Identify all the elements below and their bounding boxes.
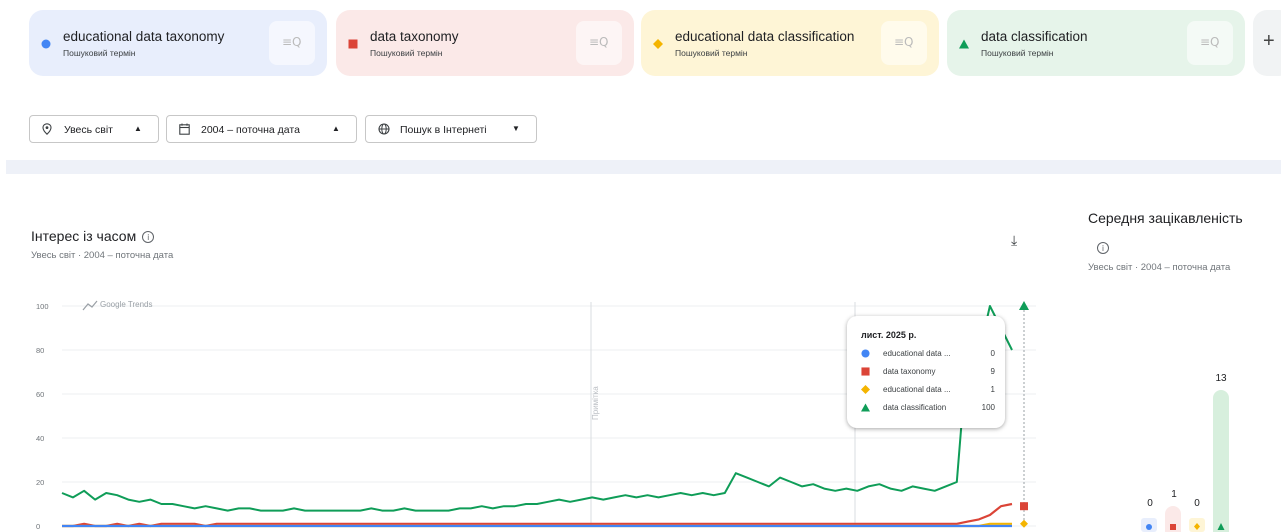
info-icon[interactable]: i bbox=[142, 231, 155, 243]
series-line-data-taxonomy[interactable] bbox=[62, 502, 1013, 528]
term-name: data classification bbox=[981, 29, 1088, 44]
interest-over-time-title: Інтерес із часом i bbox=[31, 228, 155, 244]
term-search-button[interactable]: ≡Q bbox=[881, 21, 927, 65]
tooltip-row: data classification 100 bbox=[861, 401, 995, 415]
watermark-text: Google Trends bbox=[100, 300, 152, 309]
search-terms-bar: educational data taxonomy Пошуковий терм… bbox=[29, 10, 1281, 76]
tooltip-date: лист. 2025 р. bbox=[861, 330, 917, 340]
tooltip-series-name: educational data ... bbox=[883, 349, 951, 358]
average-marker-diamond bbox=[1189, 518, 1205, 532]
interest-chart: 100 80 60 40 20 0 Google Trends Примітка bbox=[36, 300, 1036, 531]
term-card-educational-data-taxonomy[interactable]: educational data taxonomy Пошуковий терм… bbox=[29, 10, 327, 76]
info-icon[interactable]: i bbox=[1097, 242, 1109, 254]
term-name: educational data classification bbox=[675, 29, 855, 44]
note-marker-label[interactable]: Примітка bbox=[591, 386, 600, 420]
hover-marker-data-taxonomy bbox=[1020, 502, 1028, 511]
square-marker-icon bbox=[861, 367, 870, 376]
chart-series bbox=[61, 305, 1013, 528]
diamond-marker-icon bbox=[861, 385, 870, 394]
average-value: 1 bbox=[1171, 489, 1177, 500]
chart-tooltip: лист. 2025 р. educational data ... 0 dat… bbox=[847, 316, 1005, 428]
tooltip-series-name: educational data ... bbox=[883, 385, 951, 394]
location-pin-icon bbox=[42, 123, 52, 135]
triangle-marker-icon bbox=[959, 39, 969, 49]
series-line-data-classification[interactable] bbox=[61, 305, 1013, 512]
y-tick-label: 20 bbox=[36, 478, 44, 487]
square-marker-icon bbox=[348, 39, 358, 49]
period-filter-label: 2004 – поточна дата bbox=[201, 124, 300, 136]
region-filter[interactable]: Увесь світ ▲ bbox=[29, 115, 159, 143]
hover-marker-data-classification bbox=[1019, 301, 1029, 310]
triangle-marker-icon bbox=[1217, 523, 1225, 530]
term-subtitle: Пошуковий термін bbox=[675, 48, 748, 58]
circle-marker-icon bbox=[1146, 524, 1152, 530]
source-filter-label: Пошук в Інтернеті bbox=[400, 124, 487, 136]
average-bar-data-classification bbox=[1213, 390, 1229, 532]
tooltip-row: educational data ... 0 bbox=[861, 347, 995, 361]
tooltip-row: educational data ... 1 bbox=[861, 383, 995, 397]
trends-logo-icon bbox=[82, 300, 98, 311]
tooltip-series-value: 100 bbox=[981, 403, 995, 412]
average-marker-triangle bbox=[1213, 518, 1229, 532]
average-marker-circle bbox=[1141, 518, 1157, 532]
source-filter[interactable]: Пошук в Інтернеті ▼ bbox=[365, 115, 537, 143]
tooltip-series-value: 0 bbox=[990, 349, 995, 358]
chart-markers bbox=[1019, 301, 1029, 528]
term-card-educational-data-classification[interactable]: educational data classification Пошукови… bbox=[641, 10, 939, 76]
search-icon: ≡Q bbox=[1200, 35, 1220, 49]
average-value: 0 bbox=[1194, 498, 1200, 509]
chevron-down-icon: ▼ bbox=[512, 124, 520, 133]
globe-icon bbox=[378, 123, 390, 135]
term-search-button[interactable]: ≡Q bbox=[1187, 21, 1233, 65]
region-filter-label: Увесь світ bbox=[64, 124, 113, 136]
interest-title-text: Інтерес із часом bbox=[31, 228, 137, 244]
term-card-data-classification[interactable]: data classification Пошуковий термін ≡Q bbox=[947, 10, 1245, 76]
average-subtitle: Увесь світ · 2004 – поточна дата bbox=[1088, 262, 1231, 273]
calendar-icon bbox=[179, 123, 190, 135]
interest-subtitle: Увесь світ · 2004 – поточна дата bbox=[31, 250, 174, 261]
search-icon: ≡Q bbox=[589, 35, 609, 49]
term-name: educational data taxonomy bbox=[63, 29, 225, 44]
period-filter[interactable]: 2004 – поточна дата ▲ bbox=[166, 115, 357, 143]
download-icon[interactable]: ⤓ bbox=[1011, 233, 1018, 249]
search-icon: ≡Q bbox=[894, 35, 914, 49]
diamond-marker-icon bbox=[653, 39, 663, 49]
y-axis-ticks: 100 80 60 40 20 0 bbox=[36, 302, 49, 531]
tooltip-row: data taxonomy 9 bbox=[861, 365, 995, 379]
add-term-button[interactable]: + bbox=[1253, 10, 1281, 76]
tooltip-series-value: 9 bbox=[990, 367, 995, 376]
tooltip-series-name: data classification bbox=[883, 403, 947, 412]
y-tick-label: 0 bbox=[36, 522, 40, 531]
average-value: 0 bbox=[1147, 498, 1153, 509]
y-tick-label: 60 bbox=[36, 390, 44, 399]
y-tick-label: 100 bbox=[36, 302, 49, 311]
chevron-up-icon: ▲ bbox=[134, 124, 142, 133]
term-search-button[interactable]: ≡Q bbox=[576, 21, 622, 65]
google-trends-watermark: Google Trends bbox=[82, 300, 152, 311]
add-term-label: + bbox=[1263, 30, 1275, 52]
term-card-data-taxonomy[interactable]: data taxonomy Пошуковий термін ≡Q bbox=[336, 10, 634, 76]
circle-marker-icon bbox=[861, 349, 870, 358]
term-subtitle: Пошуковий термін bbox=[981, 48, 1054, 58]
term-subtitle: Пошуковий термін bbox=[63, 48, 136, 58]
circle-marker-icon bbox=[41, 39, 51, 49]
average-value: 13 bbox=[1215, 373, 1227, 384]
hover-marker-educational-data-classification bbox=[1020, 519, 1028, 528]
average-info-wrapper: i bbox=[1097, 239, 1109, 257]
y-tick-label: 40 bbox=[36, 434, 44, 443]
y-tick-label: 80 bbox=[36, 346, 44, 355]
term-name: data taxonomy bbox=[370, 29, 459, 44]
term-subtitle: Пошуковий термін bbox=[370, 48, 443, 58]
average-marker-square bbox=[1165, 518, 1181, 532]
search-icon: ≡Q bbox=[282, 35, 302, 49]
term-search-button[interactable]: ≡Q bbox=[269, 21, 315, 65]
tooltip-series-name: data taxonomy bbox=[883, 367, 936, 376]
section-divider bbox=[6, 160, 1281, 174]
chevron-up-icon: ▲ bbox=[332, 124, 340, 133]
triangle-marker-icon bbox=[861, 403, 870, 412]
tooltip-series-value: 1 bbox=[990, 385, 995, 394]
square-marker-icon bbox=[1170, 524, 1176, 530]
diamond-marker-icon bbox=[1194, 523, 1200, 530]
average-interest-title: Середня зацікавленість bbox=[1088, 210, 1243, 226]
